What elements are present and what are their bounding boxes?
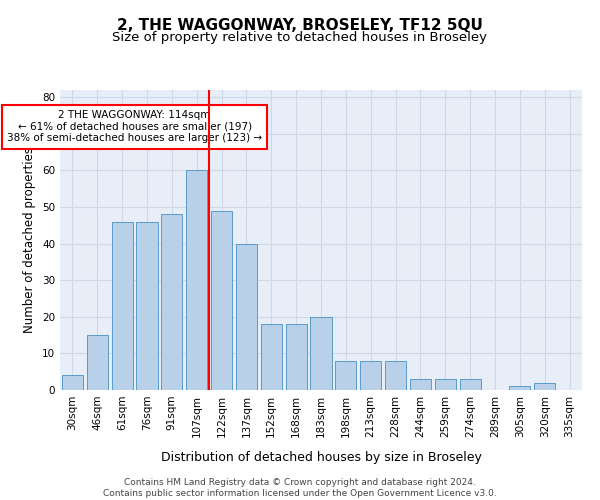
Bar — [112, 222, 133, 390]
Bar — [236, 244, 257, 390]
Bar — [410, 379, 431, 390]
Text: Size of property relative to detached houses in Broseley: Size of property relative to detached ho… — [113, 31, 487, 44]
Bar — [335, 360, 356, 390]
Bar — [509, 386, 530, 390]
Bar — [286, 324, 307, 390]
Y-axis label: Number of detached properties: Number of detached properties — [23, 147, 37, 333]
Bar — [186, 170, 207, 390]
Bar — [310, 317, 332, 390]
Bar — [161, 214, 182, 390]
Text: 2 THE WAGGONWAY: 114sqm
← 61% of detached houses are smaller (197)
38% of semi-d: 2 THE WAGGONWAY: 114sqm ← 61% of detache… — [7, 110, 262, 144]
Bar — [385, 360, 406, 390]
Text: 2, THE WAGGONWAY, BROSELEY, TF12 5QU: 2, THE WAGGONWAY, BROSELEY, TF12 5QU — [117, 18, 483, 32]
Bar — [136, 222, 158, 390]
Bar — [211, 210, 232, 390]
Text: Distribution of detached houses by size in Broseley: Distribution of detached houses by size … — [161, 451, 481, 464]
Bar — [435, 379, 456, 390]
Bar — [261, 324, 282, 390]
Bar — [534, 382, 555, 390]
Bar — [460, 379, 481, 390]
Bar — [62, 376, 83, 390]
Text: Contains HM Land Registry data © Crown copyright and database right 2024.
Contai: Contains HM Land Registry data © Crown c… — [103, 478, 497, 498]
Bar — [87, 335, 108, 390]
Bar — [360, 360, 381, 390]
